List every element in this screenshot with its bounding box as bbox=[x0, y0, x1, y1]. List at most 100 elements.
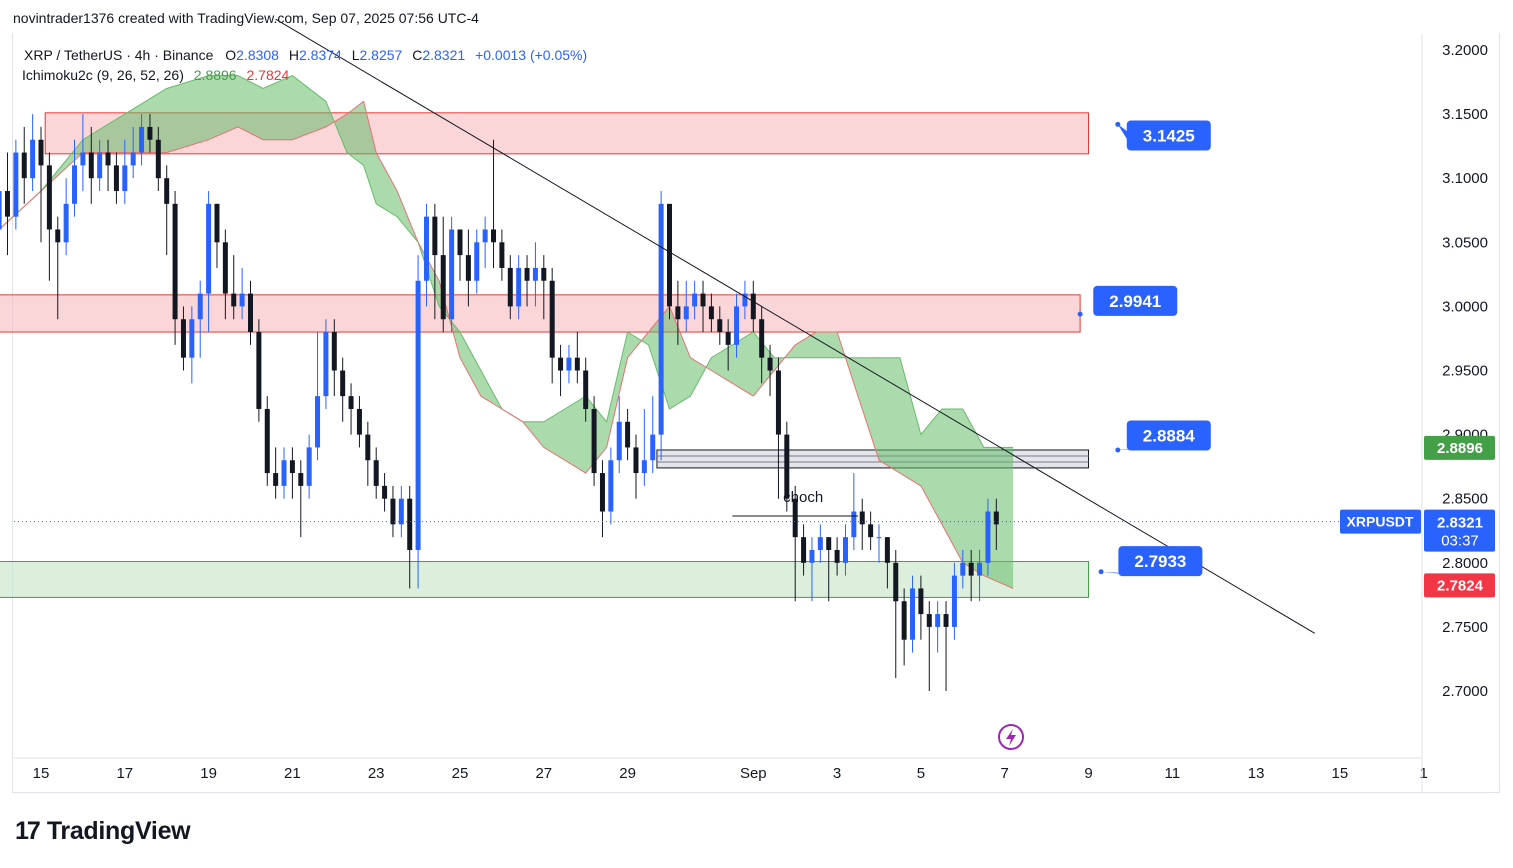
last-price-tag-countdown: 03:37 bbox=[1441, 533, 1479, 550]
x-tick-label: 29 bbox=[619, 765, 636, 782]
candle-up bbox=[650, 434, 656, 461]
candle-down bbox=[298, 473, 304, 486]
callout-anchor bbox=[1077, 311, 1083, 317]
candle-down bbox=[901, 601, 907, 640]
x-tick-label: 13 bbox=[1248, 765, 1265, 782]
x-tick-label: Sep bbox=[740, 765, 767, 782]
candle-up bbox=[449, 229, 455, 320]
events-lightning-icon[interactable] bbox=[998, 724, 1024, 750]
x-tick-label: 7 bbox=[1001, 765, 1009, 782]
target-callout: 2.7933 bbox=[1098, 546, 1203, 577]
close-value: 2.8321 bbox=[422, 47, 466, 63]
candle-down bbox=[507, 267, 513, 307]
zone-resistance-1 bbox=[0, 294, 1081, 333]
candle-down bbox=[667, 203, 672, 307]
y-tick-label: 3.1000 bbox=[1442, 170, 1488, 187]
candle-down bbox=[38, 139, 44, 166]
candles-layer bbox=[0, 114, 999, 691]
candle-down bbox=[708, 306, 714, 320]
symbol-label: XRP / TetherUS · 4h · Binance bbox=[24, 47, 214, 63]
choch-label: choch bbox=[783, 489, 823, 506]
candle-down bbox=[289, 460, 295, 474]
candle-up bbox=[474, 242, 480, 281]
candle-up bbox=[281, 460, 287, 486]
events-icon-bolt bbox=[1006, 729, 1016, 746]
y-tick-label: 3.0000 bbox=[1442, 298, 1488, 315]
x-tick-label: 5 bbox=[917, 765, 925, 782]
candle-down bbox=[172, 203, 178, 320]
candle-down bbox=[826, 537, 832, 550]
ichimoku-span-a bbox=[0, 75, 1014, 448]
candle-up bbox=[30, 139, 36, 179]
target-callout: 2.8884 bbox=[1115, 420, 1211, 453]
candle-up bbox=[876, 537, 882, 539]
ichimoku-cloud bbox=[0, 75, 1014, 589]
x-tick-label: 17 bbox=[116, 765, 133, 782]
candle-down bbox=[541, 267, 547, 281]
candle-up bbox=[658, 203, 664, 435]
candle-down bbox=[113, 165, 119, 192]
candle-up bbox=[817, 537, 823, 550]
candle-up bbox=[139, 126, 145, 153]
zone-layer bbox=[0, 112, 1090, 598]
candle-down bbox=[264, 408, 270, 474]
y-tick-label: 2.7000 bbox=[1442, 683, 1488, 700]
candle-down bbox=[591, 408, 597, 474]
candle-down bbox=[491, 229, 497, 243]
callout-box bbox=[1093, 285, 1178, 316]
candle-up bbox=[692, 293, 698, 307]
candle-down bbox=[784, 434, 790, 499]
candle-down bbox=[599, 473, 605, 512]
candle-up bbox=[641, 460, 647, 474]
close-label: C bbox=[412, 47, 423, 63]
open-value: 2.8308 bbox=[236, 47, 279, 63]
candle-down bbox=[792, 498, 798, 538]
low-value: 2.8257 bbox=[359, 47, 403, 63]
candle-up bbox=[423, 216, 429, 281]
indicator-span-b: 2.7824 bbox=[246, 67, 290, 83]
candle-down bbox=[407, 498, 413, 550]
candle-up bbox=[566, 357, 572, 371]
y-tick-label: 2.8500 bbox=[1442, 491, 1488, 508]
candle-down bbox=[21, 152, 27, 179]
candle-down bbox=[549, 280, 555, 358]
candle-down bbox=[884, 537, 890, 563]
candle-down bbox=[248, 293, 253, 333]
chart-attribution: novintrader1376 created with TradingView… bbox=[13, 10, 479, 26]
candle-up bbox=[616, 421, 622, 461]
target-value: 3.1425 bbox=[1143, 127, 1195, 146]
callout-anchor bbox=[1115, 447, 1121, 453]
x-tick-label: 11 bbox=[1165, 765, 1181, 782]
y-tick-label: 2.9500 bbox=[1442, 363, 1488, 380]
callout-anchor bbox=[1098, 569, 1104, 575]
zone-range-2 bbox=[656, 449, 1089, 469]
candle-down bbox=[105, 152, 111, 166]
candle-up bbox=[683, 306, 689, 320]
candle-down bbox=[750, 293, 756, 320]
span-b-price-tag: 2.7824 bbox=[1424, 573, 1495, 598]
candle-up bbox=[977, 562, 983, 576]
span-a-price-tag-text: 2.8896 bbox=[1437, 440, 1483, 457]
candle-down bbox=[155, 139, 161, 179]
tradingview-logo[interactable]: 17 TradingView bbox=[15, 816, 191, 846]
zone-support-3 bbox=[0, 561, 1090, 598]
x-tick-label: 9 bbox=[1084, 765, 1092, 782]
chart-frame bbox=[12, 33, 1500, 793]
indicator-line: Ichimoku2c (9, 26, 52, 26) 2.8896 2.7824 bbox=[22, 65, 587, 85]
candle-down bbox=[465, 255, 471, 281]
candle-up bbox=[63, 203, 69, 243]
target-value: 2.7933 bbox=[1134, 552, 1186, 571]
candle-down bbox=[801, 537, 807, 563]
x-tick-label: 3 bbox=[833, 765, 841, 782]
candle-up bbox=[197, 293, 203, 320]
candle-down bbox=[365, 434, 371, 461]
target-value: 2.9941 bbox=[1109, 292, 1161, 311]
y-tick-label: 3.0500 bbox=[1442, 234, 1488, 251]
candle-down bbox=[231, 293, 237, 307]
last-price-tag-text: 2.8321 bbox=[1437, 515, 1483, 532]
candle-up bbox=[910, 588, 916, 640]
candle-down bbox=[968, 562, 974, 576]
candle-up bbox=[0, 191, 2, 230]
tradingview-wordmark: TradingView bbox=[46, 816, 191, 845]
